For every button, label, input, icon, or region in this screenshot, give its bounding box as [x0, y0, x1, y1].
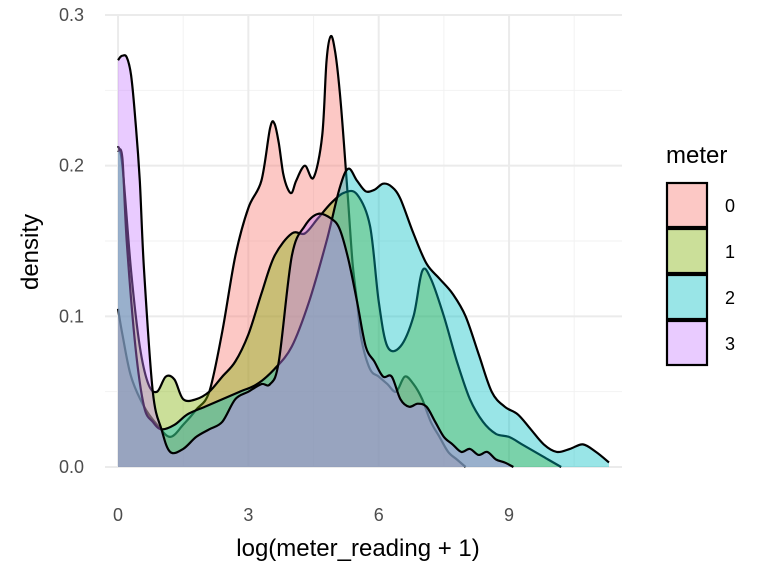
legend: meter 0 1 2 3 — [665, 142, 735, 367]
legend-label: 1 — [725, 242, 735, 262]
legend-swatch — [665, 181, 709, 229]
y-axis-ticks: 0.0 0.1 0.2 0.3 — [59, 5, 84, 477]
legend-item-meter-2: 2 — [665, 273, 735, 321]
legend-label: 2 — [725, 288, 735, 308]
x-tick-label: 3 — [243, 505, 253, 525]
legend-title: meter — [666, 142, 727, 169]
y-tick-label: 0.0 — [59, 457, 84, 477]
grid — [105, 14, 622, 468]
legend-swatch — [665, 319, 709, 367]
legend-item-meter-0: 0 — [665, 181, 735, 229]
y-tick-label: 0.2 — [59, 156, 84, 176]
legend-key-background — [666, 320, 708, 366]
legend-label: 0 — [725, 196, 735, 216]
density-line-meter-0 — [116, 34, 467, 468]
density-areas — [116, 34, 610, 468]
x-tick-label: 6 — [374, 505, 384, 525]
y-tick-label: 0.3 — [59, 5, 84, 25]
density-line-meter-3 — [117, 54, 514, 468]
y-axis-title: density — [17, 214, 44, 290]
legend-item-meter-1: 1 — [665, 227, 735, 275]
legend-key-background — [666, 182, 708, 228]
density-area-meter-3 — [118, 55, 514, 467]
legend-key-background — [666, 228, 708, 274]
x-axis-title: log(meter_reading + 1) — [236, 535, 479, 562]
density-area-meter-2 — [118, 149, 609, 467]
legend-swatch — [665, 273, 709, 321]
density-line-meter-2 — [116, 148, 610, 464]
density-area-meter-1 — [118, 146, 562, 467]
density-line-meter-1 — [116, 145, 562, 468]
x-tick-label: 0 — [113, 505, 123, 525]
legend-key-background — [666, 274, 708, 320]
x-axis-ticks: 0 3 6 9 — [113, 505, 514, 525]
y-tick-label: 0.1 — [59, 306, 84, 326]
x-tick-label: 9 — [504, 505, 514, 525]
legend-item-meter-3: 3 — [665, 319, 735, 367]
legend-swatch — [665, 227, 709, 275]
legend-label: 3 — [725, 334, 735, 354]
